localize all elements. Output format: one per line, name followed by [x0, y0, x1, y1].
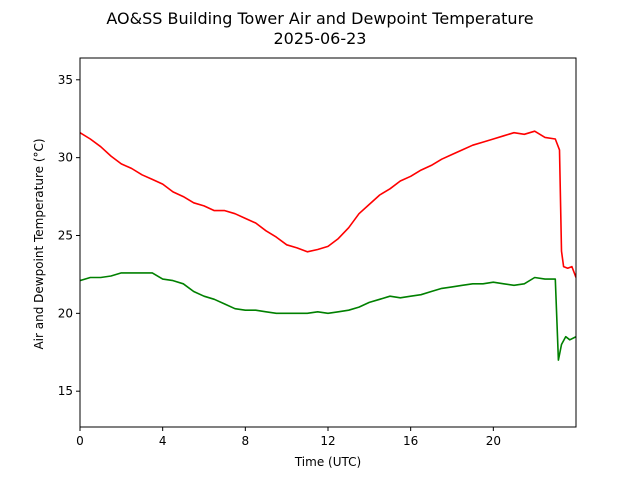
x-tick-label-0: 0: [76, 434, 84, 448]
x-tick-label-20: 20: [486, 434, 501, 448]
y-tick-label-35: 35: [58, 73, 73, 87]
chart-title: AO&SS Building Tower Air and Dewpoint Te…: [106, 9, 533, 28]
series-line-1: [80, 272, 576, 361]
axes-frame: [79, 57, 577, 428]
y-tick-label-15: 15: [58, 384, 73, 398]
series-line-0: [80, 130, 576, 278]
x-tick-label-4: 4: [159, 434, 167, 448]
y-tick-label-25: 25: [58, 228, 73, 242]
y-axis-label: Air and Dewpoint Temperature (°C): [32, 138, 46, 349]
x-tick-label-12: 12: [320, 434, 335, 448]
y-tick-label-30: 30: [58, 151, 73, 165]
y-tick-label-20: 20: [58, 306, 73, 320]
chart-subtitle: 2025-06-23: [274, 29, 367, 48]
x-tick-label-8: 8: [242, 434, 250, 448]
x-tick-label-16: 16: [403, 434, 418, 448]
plot-area: 0 4 8 12 16 20 15 20 25 30 35: [58, 57, 577, 448]
x-axis-label: Time (UTC): [294, 455, 361, 469]
